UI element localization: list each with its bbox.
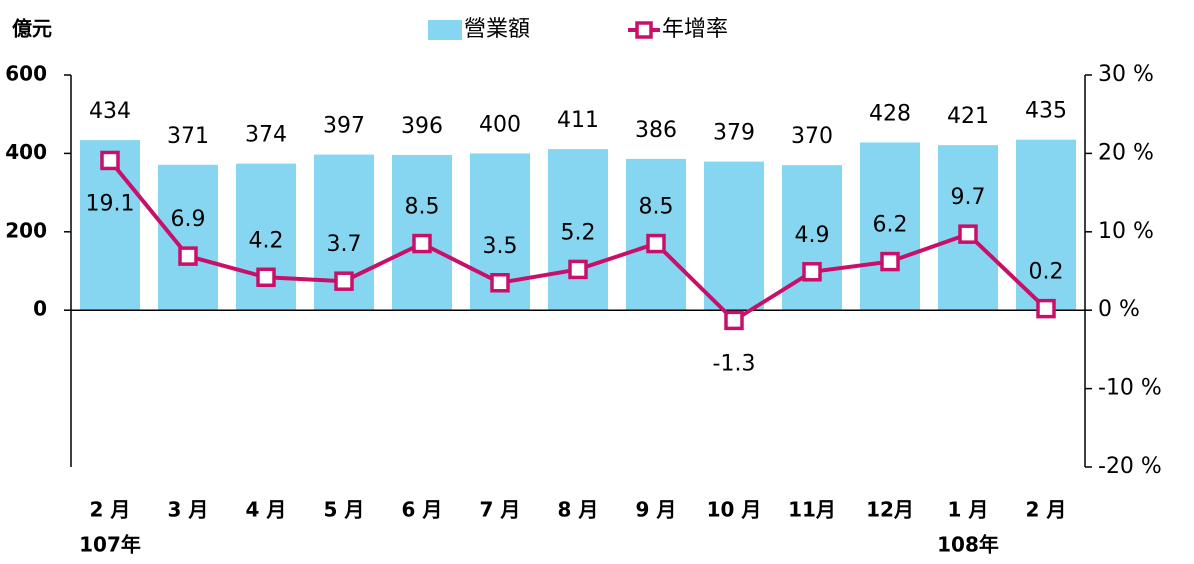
bar-value-label: 374 (245, 123, 287, 148)
line-value-label: 6.2 (873, 213, 908, 238)
line-marker (100, 150, 120, 171)
line-value-label: 5.2 (561, 220, 596, 245)
bar-value-label: 371 (167, 124, 209, 149)
x-tick-label: 8 月 (558, 498, 599, 522)
line-value-label: 9.7 (951, 185, 986, 210)
x-tick-label: 4 月 (246, 498, 287, 522)
x-tick-label: 2 月 (1026, 498, 1067, 522)
line-value-label: 3.7 (327, 232, 362, 257)
line-value-label: 3.5 (483, 234, 518, 259)
bar (548, 149, 608, 311)
x-tick-label: 9 月 (636, 498, 677, 522)
line-marker (334, 271, 354, 291)
y-tick-label: 200 (5, 218, 47, 242)
line-value-label: -1.3 (713, 351, 756, 376)
x-tick-label: 7 月 (480, 498, 521, 522)
bar-value-label: 396 (401, 114, 443, 139)
bar (1016, 139, 1076, 311)
line-value-label: 4.2 (249, 228, 284, 253)
x-tick-label: 1 月 (948, 498, 989, 522)
bar-value-label: 386 (635, 118, 677, 143)
y2-tick-label: 0 % (1098, 297, 1140, 322)
bar-value-label: 370 (791, 124, 833, 149)
x-tick-label: 12月 (866, 498, 914, 522)
bar-value-label: 435 (1025, 99, 1067, 124)
bar-value-label: 428 (869, 101, 911, 126)
bar-value-label: 421 (947, 104, 989, 129)
line-value-label: 4.9 (795, 223, 830, 248)
bar (704, 161, 764, 311)
year-label: 108年 (937, 533, 999, 557)
legend-label: 營業額 (464, 17, 530, 42)
y-tick-label: 400 (5, 140, 47, 164)
line-value-label: 6.9 (171, 207, 206, 232)
x-tick-label: 6 月 (402, 498, 443, 522)
line-marker (178, 246, 198, 266)
legend-swatch (428, 20, 462, 40)
x-tick-label: 3 月 (168, 498, 209, 522)
line-marker (490, 273, 510, 293)
line-marker (958, 224, 978, 244)
bar (392, 154, 452, 311)
line-marker (646, 233, 666, 254)
line-marker (256, 267, 276, 288)
y2-tick-label: 10 % (1098, 219, 1154, 244)
y-axis-title: 億元 (12, 17, 52, 41)
legend-label: 年增率 (662, 17, 728, 42)
bar-value-label: 397 (323, 114, 365, 139)
y2-tick-label: -20 % (1098, 454, 1162, 479)
line-value-label: 8.5 (639, 195, 674, 220)
bar-value-label: 379 (713, 121, 755, 146)
bar-value-label: 400 (479, 112, 521, 137)
line-value-label: 19.1 (86, 191, 135, 216)
legend-marker (635, 21, 653, 39)
x-tick-label: 10 月 (707, 498, 762, 522)
year-label: 107年 (79, 533, 141, 557)
line-marker (724, 310, 744, 331)
bar-value-label: 411 (557, 108, 599, 133)
y2-tick-label: 20 % (1098, 140, 1154, 165)
bar-value-label: 434 (89, 99, 131, 124)
line-value-label: 0.2 (1029, 260, 1064, 285)
bar (158, 164, 218, 311)
line-marker (1036, 298, 1056, 319)
line-marker (802, 262, 822, 282)
line-marker (412, 233, 432, 254)
line-value-label: 8.5 (405, 195, 440, 220)
x-tick-label: 11月 (788, 498, 836, 522)
line-marker (880, 251, 900, 272)
y-tick-label: 600 (5, 62, 47, 86)
x-tick-label: 2 月 (90, 498, 131, 522)
x-tick-label: 5 月 (324, 498, 365, 522)
y2-tick-label: -10 % (1098, 376, 1162, 401)
bar (860, 142, 920, 311)
line-marker (568, 259, 588, 280)
y2-tick-label: 30 % (1098, 62, 1154, 87)
y-tick-label: 0 (33, 297, 47, 321)
